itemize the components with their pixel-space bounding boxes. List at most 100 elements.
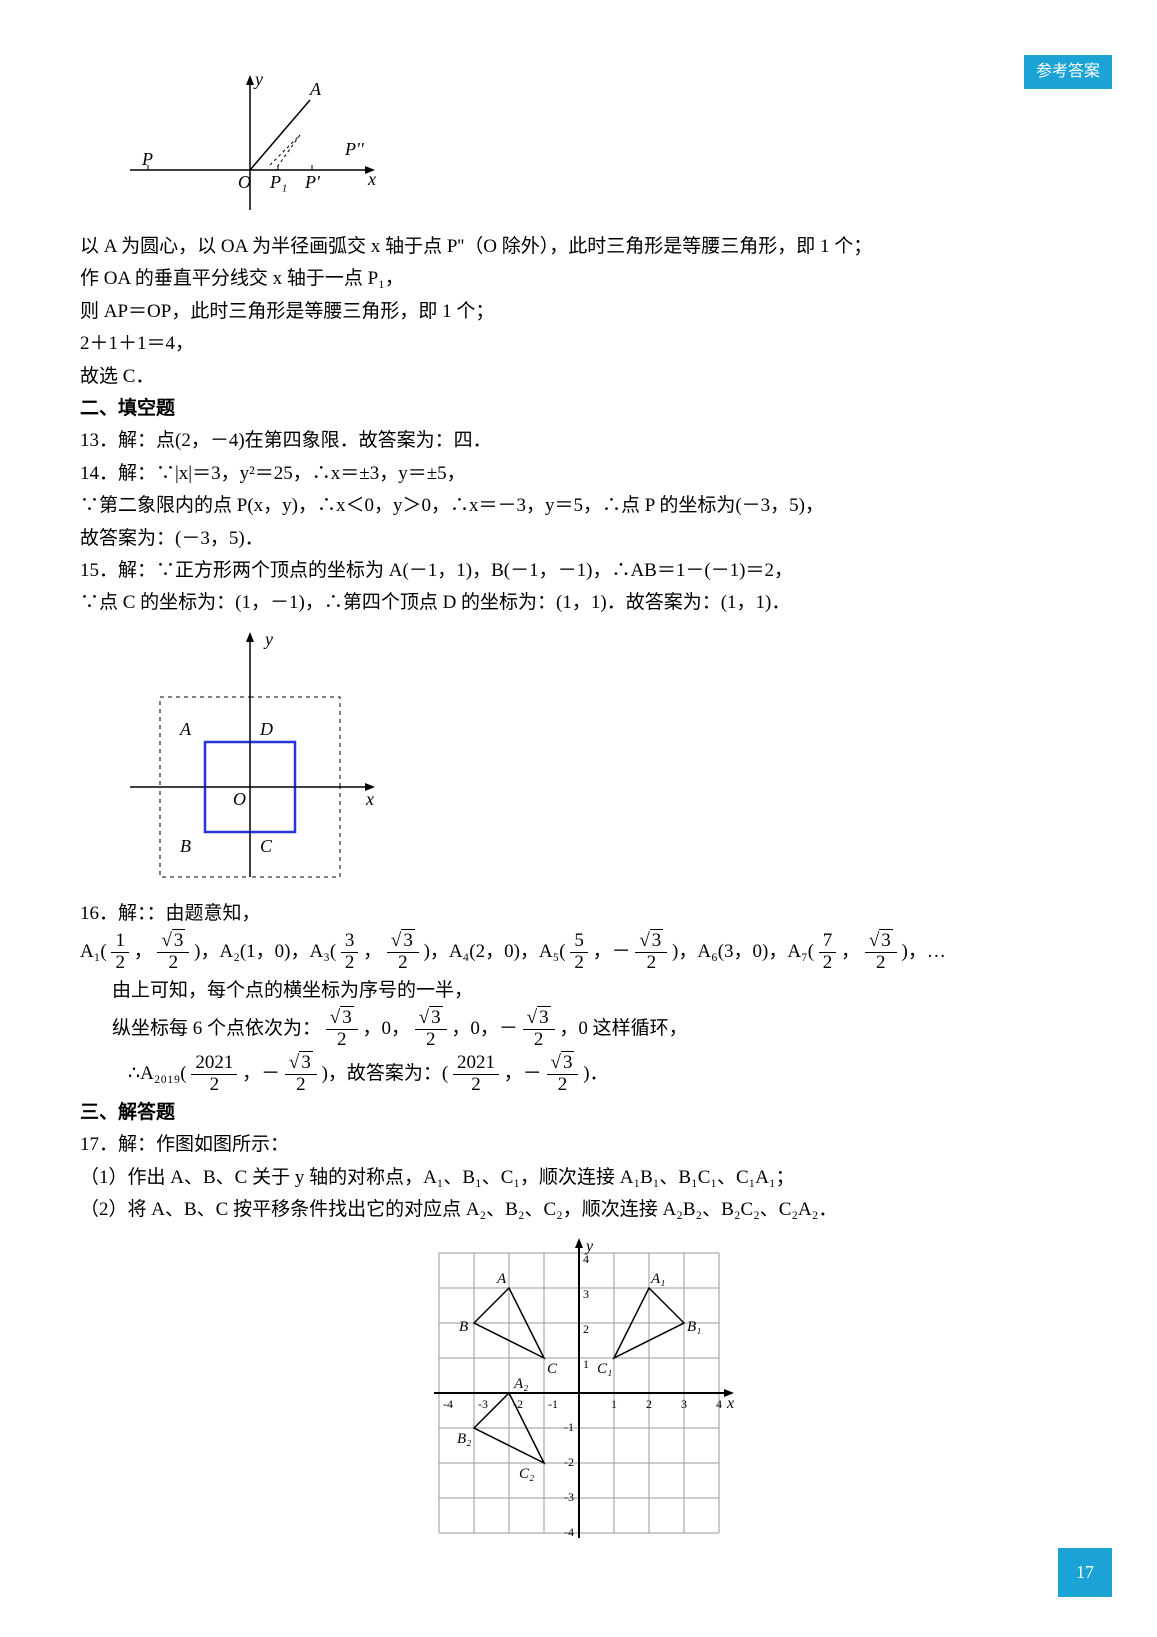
svg-text:A₂: A₂	[513, 1376, 528, 1392]
svg-text:3: 3	[681, 1397, 687, 1411]
svg-text:2: 2	[583, 1322, 589, 1336]
q16b: A₁( 12 ， √32 )，A₂(1，0)，A₃( 32 ， √32 )，A₄…	[80, 931, 1077, 974]
svg-text:-3: -3	[478, 1397, 488, 1411]
main-content: A y x P O P₁ P' P'' 以 A 为圆心，以 OA 为半径画弧交 …	[80, 70, 1077, 1543]
svg-text:1: 1	[583, 1357, 589, 1371]
svg-text:C: C	[547, 1361, 558, 1377]
t: )，A₆(3，0)，A₇(	[672, 941, 814, 962]
t: )，A₂(1，0)，A₃(	[194, 941, 336, 962]
t: ，－	[593, 941, 631, 962]
frac-2021b: 20212	[453, 1053, 499, 1096]
header-tag: 参考答案	[1024, 55, 1112, 89]
svg-text:1: 1	[611, 1397, 617, 1411]
q17b: （1）作出 A、B、C 关于 y 轴的对称点，A₁、B₁、C₁，顺次连接 A₁B…	[80, 1163, 1077, 1193]
section-2: 二、填空题	[80, 394, 1077, 424]
line-l3: 则 AP＝OP，此时三角形是等腰三角形，即 1 个；	[80, 297, 1077, 327]
svg-text:C: C	[260, 836, 273, 856]
q13: 13．解：点(2，－4)在第四象限．故答案为：四．	[80, 426, 1077, 456]
svg-text:O: O	[233, 789, 246, 809]
frac-r32g: √32	[523, 1008, 555, 1051]
t: )，…	[902, 941, 946, 962]
svg-text:B: B	[459, 1319, 468, 1335]
section-3: 三、解答题	[80, 1098, 1077, 1128]
svg-text:C₁: C₁	[597, 1361, 612, 1377]
t: ，－	[242, 1063, 280, 1084]
frac-r32d: √32	[865, 931, 897, 974]
q15a: 15．解：∵正方形两个顶点的坐标为 A(－1，1)，B(－1，－1)，∴AB＝1…	[80, 556, 1077, 586]
svg-text:-1: -1	[548, 1397, 558, 1411]
line-l5: 故选 C．	[80, 362, 1077, 392]
coord-diagram-1: A y x P O P₁ P' P''	[120, 70, 380, 220]
svg-text:A: A	[496, 1271, 507, 1287]
svg-text:B: B	[180, 836, 191, 856]
frac-r32b: √32	[387, 931, 419, 974]
frac-r32i: √32	[547, 1053, 579, 1096]
line-l4: 2＋1＋1＝4，	[80, 329, 1077, 359]
grid-diagram: y x -4 -3 -2 -1 1 2 3 4 4 3 2 1 -1 -2 -3…	[419, 1233, 739, 1543]
t: ，－	[504, 1063, 542, 1084]
svg-text:C₂: C₂	[519, 1466, 534, 1482]
t: 纵坐标每 6 个点依次为：	[112, 1018, 321, 1039]
svg-text:A: A	[179, 719, 192, 739]
t: )，A₄(2，0)，A₅(	[424, 941, 566, 962]
figure-2: y x A D B C O	[120, 627, 1077, 887]
q16d: 纵坐标每 6 个点依次为： √32 ，0， √32 ，0，－ √32 ，0 这样…	[112, 1008, 1077, 1051]
svg-text:-1: -1	[564, 1420, 574, 1434]
q14c: 故答案为：(－3，5)．	[80, 524, 1077, 554]
t: ，0，－	[451, 1018, 518, 1039]
q17c: （2）将 A、B、C 按平移条件找出它的对应点 A₂、B₂、C₂，顺次连接 A₂…	[80, 1195, 1077, 1225]
t: ，0，	[362, 1018, 410, 1039]
svg-text:D: D	[259, 719, 273, 739]
frac-2021: 20212	[191, 1053, 237, 1096]
t: ，0 这样循环，	[559, 1018, 687, 1039]
svg-text:4: 4	[583, 1252, 589, 1266]
q16a: 16．解：：由题意知，	[80, 899, 1077, 929]
svg-text:3: 3	[583, 1287, 589, 1301]
t: A₁(	[80, 941, 107, 962]
svg-text:-4: -4	[564, 1525, 574, 1539]
q14a: 14．解：∵|x|＝3，y²＝25，∴x＝±3，y＝±5，	[80, 459, 1077, 489]
line-l1: 以 A 为圆心，以 OA 为半径画弧交 x 轴于点 P''（O 除外），此时三角…	[80, 232, 1077, 262]
svg-text:4: 4	[716, 1397, 722, 1411]
frac-r32f: √32	[415, 1008, 447, 1051]
t: ∴A₂₀₁₉(	[128, 1063, 187, 1084]
t: )．	[583, 1063, 608, 1084]
svg-text:x: x	[365, 789, 374, 809]
svg-text:x: x	[367, 169, 376, 189]
svg-text:O: O	[238, 172, 251, 192]
svg-text:y: y	[263, 629, 273, 649]
t: ，	[134, 941, 153, 962]
frac-r32h: √32	[285, 1053, 317, 1096]
svg-text:A₁: A₁	[650, 1271, 665, 1287]
q17a: 17．解：作图如图所示：	[80, 1130, 1077, 1160]
frac-32: 32	[341, 931, 359, 974]
svg-text:P₁: P₁	[269, 172, 287, 192]
svg-text:P': P'	[304, 172, 321, 192]
frac-r32c: √32	[635, 931, 667, 974]
q15b: ∵点 C 的坐标为：(1，－1)，∴第四个顶点 D 的坐标为：(1，1)．故答案…	[80, 588, 1077, 618]
q14b: ∵第二象限内的点 P(x，y)，∴x＜0，y＞0，∴x＝－3，y＝5，∴点 P …	[80, 491, 1077, 521]
svg-text:y: y	[253, 70, 263, 89]
page-number: 17	[1058, 1548, 1112, 1597]
svg-text:-2: -2	[564, 1455, 574, 1469]
figure-3: y x -4 -3 -2 -1 1 2 3 4 4 3 2 1 -1 -2 -3…	[419, 1233, 739, 1543]
square-diagram: y x A D B C O	[120, 627, 380, 887]
svg-text:B₁: B₁	[687, 1319, 701, 1335]
q16c: 由上可知，每个点的横坐标为序号的一半，	[112, 976, 1077, 1006]
frac-half: 12	[111, 931, 129, 974]
svg-text:2: 2	[646, 1397, 652, 1411]
svg-text:x: x	[726, 1395, 734, 1412]
line-l2: 作 OA 的垂直平分线交 x 轴于一点 P₁，	[80, 264, 1077, 294]
svg-text:P: P	[141, 149, 153, 169]
svg-text:P'': P''	[344, 139, 365, 159]
svg-text:-3: -3	[564, 1490, 574, 1504]
svg-text:B₂: B₂	[457, 1431, 471, 1447]
t: )，故答案为：(	[322, 1063, 449, 1084]
q16e: ∴A₂₀₁₉( 20212 ，－ √32 )，故答案为：( 20212 ，－ √…	[128, 1053, 1077, 1096]
frac-52: 52	[570, 931, 588, 974]
frac-r32e: √32	[326, 1008, 358, 1051]
svg-text:-4: -4	[443, 1397, 453, 1411]
t: ，	[363, 941, 382, 962]
t: ，	[841, 941, 860, 962]
frac-72: 72	[819, 931, 837, 974]
